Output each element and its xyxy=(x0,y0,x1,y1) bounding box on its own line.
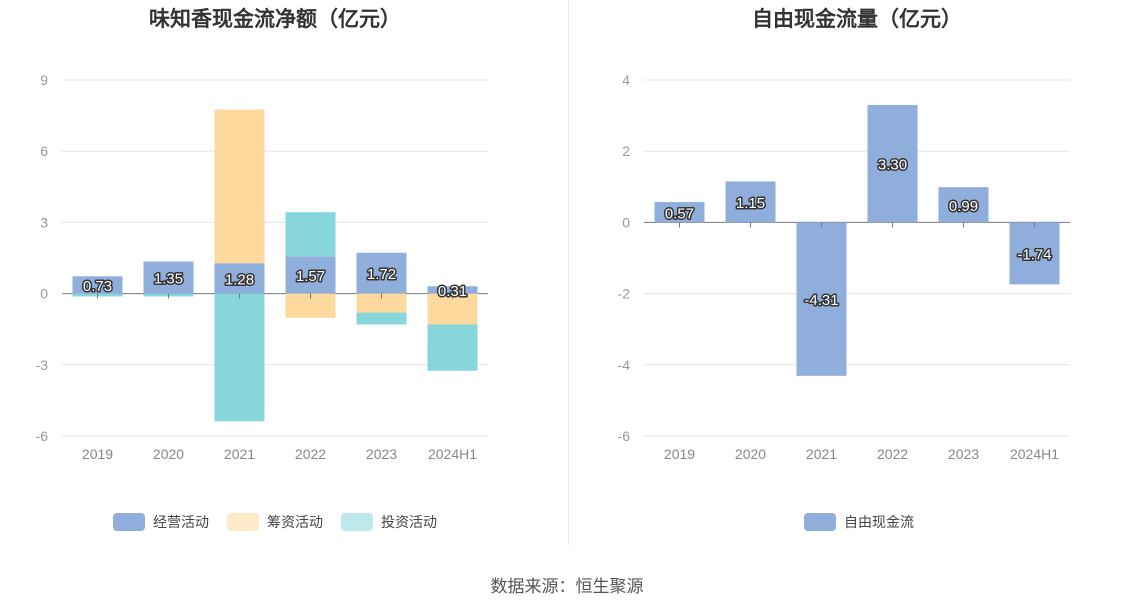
fcf-category-label: 2020 xyxy=(735,446,766,462)
net-data-label: 1.35 xyxy=(154,271,183,288)
free-cash-flow-chart-svg: 自由现金流量（亿元） 4 2 0 -2 -4 -6 2019 2020 2021 2022 2023 2… xyxy=(618,7,1070,531)
fcf-category-label: 2024H1 xyxy=(1010,446,1059,462)
net-bar-2 xyxy=(214,109,265,264)
net-data-label: 1.57 xyxy=(296,268,325,285)
net-legend-label: 经营活动 xyxy=(153,514,209,530)
net-category-label: 2020 xyxy=(153,446,184,462)
fcf-y-tick-label: 0 xyxy=(622,214,630,230)
fcf-y-tick-label: -4 xyxy=(618,357,631,373)
net-legend-label: 筹资活动 xyxy=(267,514,323,530)
chart-divider xyxy=(568,0,569,545)
net-data-label: 0.31 xyxy=(438,283,467,300)
fcf-data-label: 0.57 xyxy=(665,205,694,222)
net-bar-3 xyxy=(214,293,265,422)
net-data-label: 1.28 xyxy=(225,271,254,288)
fcf-y-tick-label: 4 xyxy=(622,72,630,88)
fcf-bar-1 xyxy=(938,187,989,223)
fcf-data-label: -1.74 xyxy=(1017,246,1051,263)
fcf-category-label: 2019 xyxy=(664,446,695,462)
net-bar-3 xyxy=(285,212,336,257)
fcf-data-label: 3.30 xyxy=(878,157,907,174)
fcf-bar-1 xyxy=(654,202,705,223)
net-y-tick-label: 3 xyxy=(40,214,48,230)
fcf-category-label: 2021 xyxy=(806,446,837,462)
net-data-label: 0.73 xyxy=(83,278,112,295)
net-category-label: 2022 xyxy=(295,446,326,462)
net-chart-title: 味知香现金流净额（亿元） xyxy=(149,7,401,31)
fcf-bar-1 xyxy=(1009,222,1060,285)
fcf-y-tick-label: -6 xyxy=(618,428,631,444)
fcf-bar-1 xyxy=(867,104,918,223)
fcf-legend-label: 自由现金流 xyxy=(844,514,914,530)
net-category-label: 2021 xyxy=(224,446,255,462)
free-cash-flow-chart: 自由现金流量（亿元） 4 2 0 -2 -4 -6 2019 2020 2021 2022 2023 2… xyxy=(570,0,1134,545)
net-bar-1 xyxy=(214,263,265,294)
fcf-data-label: 1.15 xyxy=(736,195,765,212)
net-bar-1 xyxy=(72,276,123,294)
net-legend-swatch xyxy=(341,513,373,531)
net-bar-2 xyxy=(427,293,478,325)
net-y-tick-label: 0 xyxy=(40,286,48,302)
net-category-label: 2024H1 xyxy=(428,446,477,462)
fcf-y-tick-label: -2 xyxy=(618,286,631,302)
net-bar-1 xyxy=(143,261,194,294)
net-y-tick-label: -6 xyxy=(36,428,49,444)
net-category-label: 2019 xyxy=(82,446,113,462)
net-y-tick-label: 9 xyxy=(40,72,48,88)
data-source: 数据来源：恒生聚源 xyxy=(490,577,644,596)
net-legend-label: 投资活动 xyxy=(381,514,437,530)
fcf-bar-1 xyxy=(725,181,776,223)
fcf-category-label: 2022 xyxy=(877,446,908,462)
net-y-tick-label: -3 xyxy=(36,357,49,373)
net-legend-swatch xyxy=(113,513,145,531)
net-bar-1 xyxy=(427,286,478,294)
net-bar-1 xyxy=(285,256,336,294)
fcf-data-label: -4.31 xyxy=(804,292,838,309)
fcf-y-tick-label: 2 xyxy=(622,143,630,159)
net-data-label: 1.72 xyxy=(367,266,396,283)
net-bar-2 xyxy=(356,293,407,313)
fcf-legend-swatch xyxy=(804,513,836,531)
net-y-tick-label: 6 xyxy=(40,143,48,159)
fcf-chart-title: 自由现金流量（亿元） xyxy=(752,7,962,31)
net-category-label: 2023 xyxy=(366,446,397,462)
cash-flow-net-chart-svg: 味知香现金流净额（亿元） 9 6 3 0 -3 -6 2019 2020 2021 2022 2023… xyxy=(36,7,488,531)
net-bar-3 xyxy=(356,312,407,325)
cash-flow-net-chart: 味知香现金流净额（亿元） 9 6 3 0 -3 -6 2019 2020 2021 2022 2023… xyxy=(0,0,566,545)
fcf-data-label: 0.99 xyxy=(949,198,978,215)
fcf-bar-1 xyxy=(796,222,847,376)
fcf-category-label: 2023 xyxy=(948,446,979,462)
net-bar-1 xyxy=(356,252,407,294)
net-legend-swatch xyxy=(227,513,259,531)
net-bar-3 xyxy=(427,324,478,371)
